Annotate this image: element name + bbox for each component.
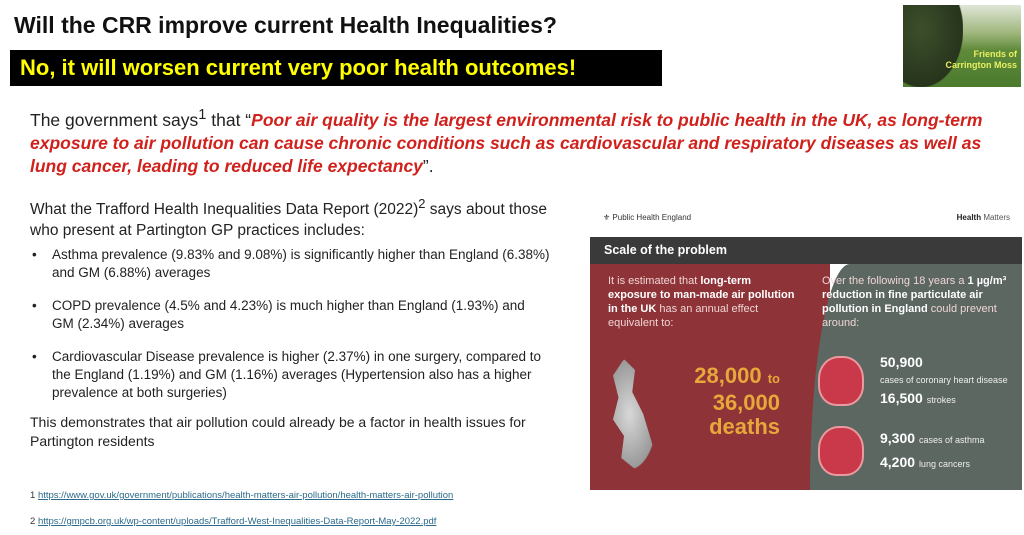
stat-coronary: 50,900 cases of coronary heart disease [880,354,1008,386]
infographic-heading: Scale of the problem [590,237,1022,264]
phe-header: ⚜ Public Health England [603,213,691,222]
finding-asthma: Asthma prevalence (9.83% and 9.08%) is s… [30,246,550,282]
text-bold: 1 µg/m³ reduction in fine particulate ai… [822,275,1007,315]
conclusion: This demonstrates that air pollution cou… [30,414,526,449]
deaths-low: 28,000 [694,363,762,388]
stat-label: strokes [926,395,956,405]
report-suffix: says about those who present at Partingt… [30,201,547,240]
text: has an annual effect equivalent to: [608,303,759,329]
footnote-2: 2 https://gmpcb.org.uk/wp-content/upload… [30,516,436,527]
stat-label: cases of asthma [918,435,985,445]
lungs-icon [818,426,864,476]
footnote-number: 2 [30,516,36,527]
text: It is estimated that [608,275,701,287]
stat-value: 50,900 [880,354,923,370]
finding-copd: COPD prevalence (4.5% and 4.23%) is much… [30,297,550,333]
series-name: Health Matters [957,213,1010,222]
series-rest: Matters [981,213,1010,222]
footnote-ref-2: 2 [418,196,426,211]
footnote-link[interactable]: https://www.gov.uk/government/publicatio… [37,490,454,501]
deaths-panel: It is estimated that long-term exposure … [590,264,830,490]
slide-title: Will the CRR improve current Health Ineq… [14,12,557,38]
series-bold: Health [956,213,982,222]
stat-label: lung cancers [918,459,970,469]
uk-map-icon [613,359,657,469]
answer-banner: No, it will worsen current very poor hea… [10,50,662,86]
quote-prefix: The government says [30,109,199,130]
government-quote: The government says1 that “Poor air qual… [30,104,1010,178]
phe-infographic: ⚜ Public Health England Health Matters S… [585,205,1022,490]
footnote-number: 1 [30,490,36,501]
stat-asthma: 9,300 cases of asthma [880,430,984,446]
findings-list: Asthma prevalence (9.83% and 9.08%) is s… [30,246,550,417]
footnote-1: 1 https://www.gov.uk/government/publicat… [30,490,453,501]
report-prefix: What the Trafford Health Inequalities Da… [30,201,419,219]
report-intro: What the Trafford Health Inequalities Da… [30,193,550,241]
prevention-panel: Over the following 18 years a 1 µg/m³ re… [810,264,1022,490]
friends-of-carrington-moss-logo: Friends of Carrington Moss [903,5,1021,87]
heart-icon [818,356,864,406]
footnote-ref-1: 1 [198,107,207,123]
stat-strokes: 16,500 strokes [880,390,956,406]
deaths-high: 36,000 [712,390,780,415]
deaths-description: It is estimated that long-term exposure … [608,274,798,330]
stat-label: cases of coronary heart disease [880,375,1008,385]
stat-value: 16,500 [880,390,923,406]
footnote-link[interactable]: https://gmpcb.org.uk/wp-content/uploads/… [37,516,437,527]
quote-suffix: ”. [422,155,434,176]
deaths-figure: 28,000 to 36,000 deaths [650,364,780,439]
stat-lung-cancers: 4,200 lung cancers [880,454,970,470]
finding-cardiovascular: Cardiovascular Disease prevalence is hig… [30,348,550,402]
deaths-label: deaths [709,414,780,439]
quote-mid: that “ [206,109,252,130]
text-bold: long-term exposure to man-made air pollu… [608,275,795,315]
org-name: Public Health England [612,213,692,222]
crest-icon: ⚜ [603,213,611,222]
quote-text: Poor air quality is the largest environm… [30,109,983,176]
text: could prevent around: [822,303,997,329]
prevention-description: Over the following 18 years a 1 µg/m³ re… [822,274,1017,330]
stat-value: 9,300 [880,430,916,446]
text: Over the following 18 years a [822,275,968,287]
to: to [767,371,780,386]
stat-value: 4,200 [880,454,916,470]
